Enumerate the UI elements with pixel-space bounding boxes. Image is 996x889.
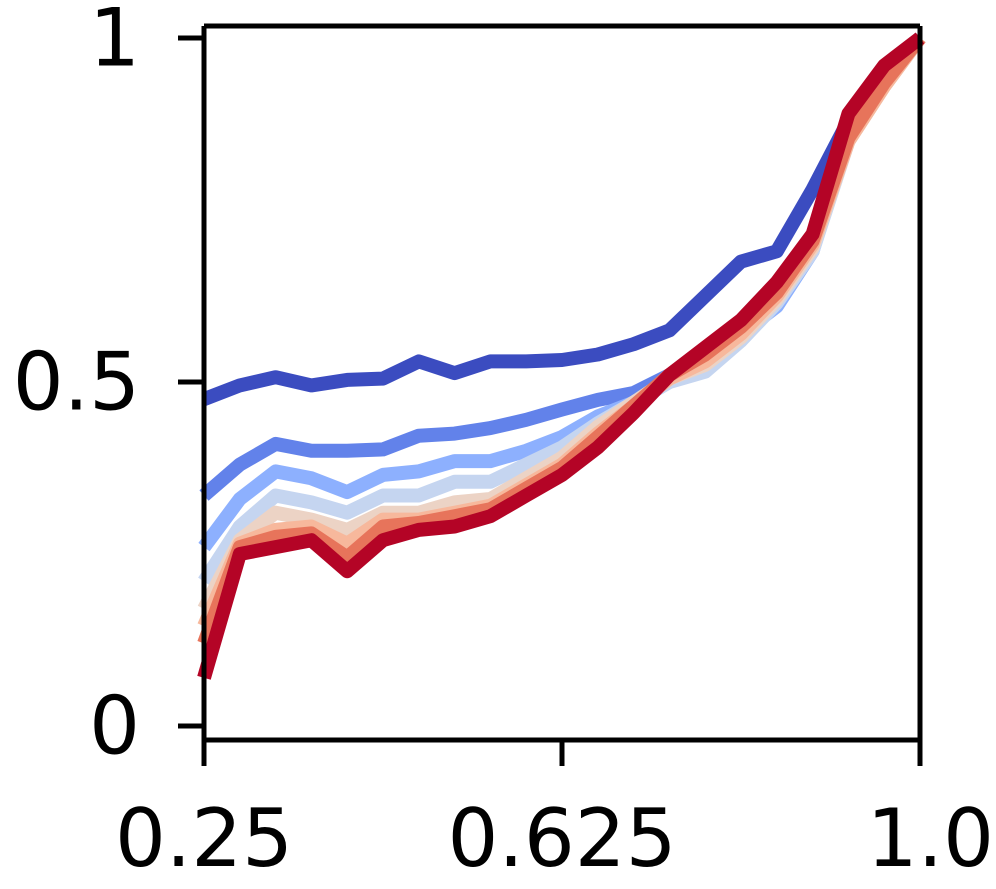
series-line-7 xyxy=(197,33,926,646)
y-tick-label-2: 0.5 xyxy=(13,336,140,429)
series-line-4 xyxy=(198,33,926,586)
series-line-1 xyxy=(201,33,926,406)
x-tick-label-1: 0.25 xyxy=(115,792,293,885)
series-line-2 xyxy=(199,33,926,501)
x-tick-label-2: 0.625 xyxy=(447,792,676,885)
y-tick-label-3: 1 xyxy=(89,0,140,85)
ticks-layer: 0.25 0.625 1.0 0 0.5 1 xyxy=(13,0,994,885)
series-line-8 xyxy=(197,32,925,680)
x-tick-label-3: 1.0 xyxy=(867,792,994,885)
series-layer xyxy=(197,32,926,680)
y-tick-label-1: 0 xyxy=(89,680,140,773)
